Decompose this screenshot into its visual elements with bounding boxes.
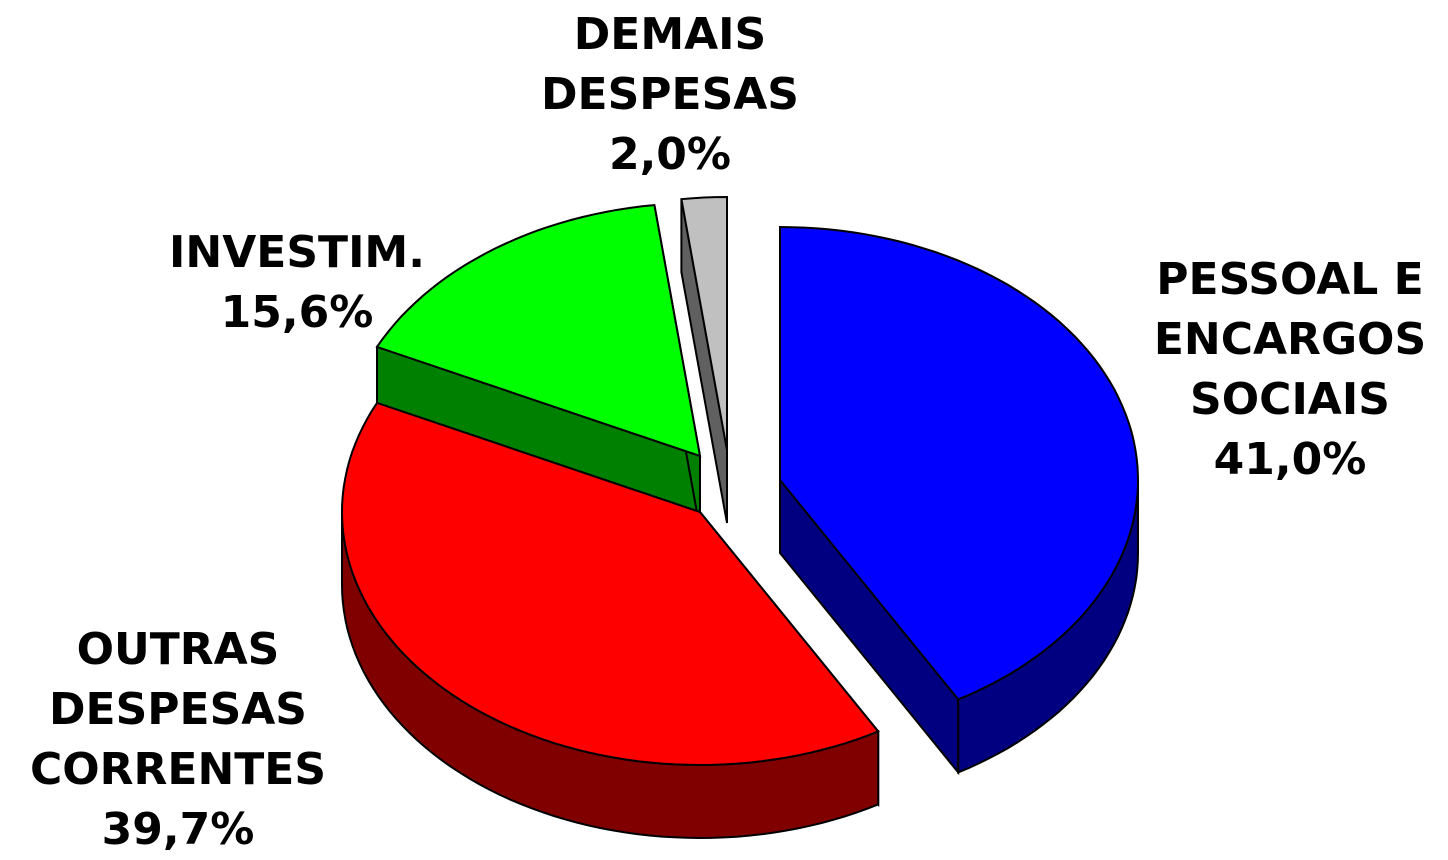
value-label: 41,0% [1213, 434, 1367, 485]
value-label: 2,0% [608, 129, 732, 180]
slice [375, 204, 702, 531]
slice [680, 195, 728, 524]
category-label: OUTRAS DESPESAS CORRENTES [29, 624, 327, 795]
slice-label: PESSOAL E ENCARGOS SOCIAIS 41,0% [1154, 250, 1426, 490]
slice [779, 225, 1140, 776]
category-label: INVESTIM. [169, 227, 425, 278]
slice [779, 225, 1140, 701]
value-label: 39,7% [101, 804, 255, 855]
slice [375, 204, 702, 458]
slice-label: INVESTIM. 15,6% [169, 223, 425, 343]
category-label: PESSOAL E ENCARGOS SOCIAIS [1153, 254, 1427, 425]
slice-label: DEMAIS DESPESAS 2,0% [541, 5, 799, 185]
category-label: DEMAIS DESPESAS [540, 9, 800, 120]
slice-label: OUTRAS DESPESAS CORRENTES 39,7% [30, 620, 326, 860]
slice [340, 401, 880, 840]
slice [680, 195, 728, 451]
value-label: 15,6% [220, 287, 374, 338]
slice [340, 401, 880, 767]
